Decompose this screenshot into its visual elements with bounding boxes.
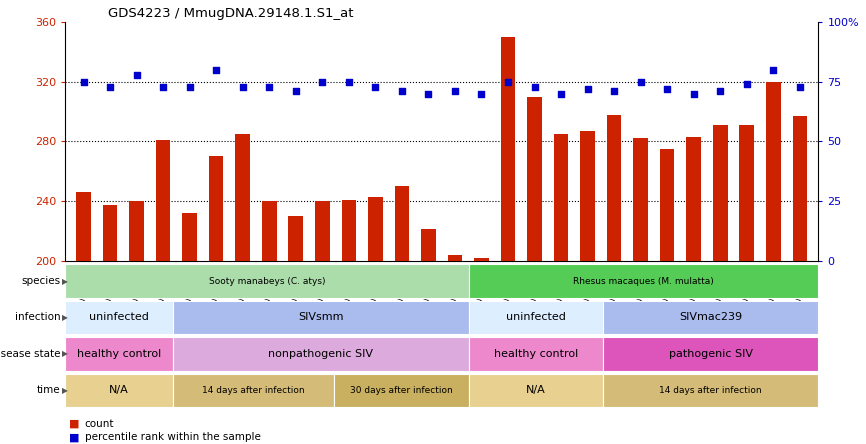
Bar (262, 201, 276, 261)
Bar (209, 156, 223, 261)
Text: healthy control: healthy control (494, 349, 578, 359)
Bar (660, 149, 675, 261)
Text: infection: infection (15, 313, 61, 322)
Point (634, 78, 648, 85)
Point (740, 81, 753, 88)
Point (687, 90, 701, 97)
Bar (469, 373, 603, 407)
Bar (603, 301, 818, 334)
Bar (315, 201, 330, 261)
Bar (633, 139, 648, 261)
Point (475, 90, 488, 97)
Text: 30 days after infection: 30 days after infection (350, 386, 453, 395)
Bar (129, 201, 144, 261)
Bar (469, 301, 603, 334)
Point (607, 88, 621, 95)
Text: nonpathogenic SIV: nonpathogenic SIV (268, 349, 373, 359)
Bar (475, 258, 488, 261)
Text: count: count (85, 419, 114, 429)
Text: N/A: N/A (109, 385, 129, 395)
Text: species: species (22, 276, 61, 286)
Text: 14 days after infection: 14 days after infection (659, 386, 762, 395)
Point (660, 85, 674, 92)
Point (210, 66, 223, 73)
Text: disease state: disease state (0, 349, 61, 359)
Point (103, 83, 117, 90)
Text: percentile rank within the sample: percentile rank within the sample (85, 432, 261, 442)
Text: Rhesus macaques (M. mulatta): Rhesus macaques (M. mulatta) (573, 277, 714, 285)
Text: time: time (37, 385, 61, 395)
Text: ■: ■ (69, 432, 80, 442)
Bar (65, 301, 172, 334)
Point (714, 88, 727, 95)
Point (448, 88, 462, 95)
Bar (334, 373, 469, 407)
Text: N/A: N/A (526, 385, 546, 395)
Bar (527, 97, 542, 261)
Bar (421, 230, 436, 261)
Point (130, 71, 144, 78)
Bar (713, 125, 727, 261)
Bar (368, 197, 383, 261)
Bar (580, 131, 595, 261)
Text: Sooty manabeys (C. atys): Sooty manabeys (C. atys) (209, 277, 325, 285)
Point (262, 83, 276, 90)
Point (793, 83, 807, 90)
Text: pathogenic SIV: pathogenic SIV (669, 349, 753, 359)
Bar (766, 82, 780, 261)
Text: SIVmac239: SIVmac239 (679, 313, 742, 322)
Bar (469, 264, 818, 298)
Bar (395, 186, 409, 261)
Bar (103, 206, 118, 261)
Bar (288, 216, 303, 261)
Bar (341, 199, 356, 261)
Text: healthy control: healthy control (76, 349, 161, 359)
Point (395, 88, 409, 95)
Bar (65, 373, 172, 407)
Text: 14 days after infection: 14 days after infection (202, 386, 305, 395)
Bar (156, 140, 171, 261)
Text: ▶: ▶ (62, 313, 68, 322)
Bar (448, 255, 462, 261)
Bar (469, 337, 603, 371)
Bar (76, 192, 91, 261)
Bar (607, 115, 622, 261)
Point (554, 90, 568, 97)
Point (422, 90, 436, 97)
Point (76, 78, 90, 85)
Bar (553, 134, 568, 261)
Text: uninfected: uninfected (506, 313, 565, 322)
Text: ■: ■ (69, 419, 80, 429)
Point (501, 78, 515, 85)
Point (368, 83, 382, 90)
Point (236, 83, 249, 90)
Bar (501, 37, 515, 261)
Bar (172, 301, 469, 334)
Bar (792, 116, 807, 261)
Text: ▶: ▶ (62, 386, 68, 395)
Bar (65, 264, 469, 298)
Point (527, 83, 541, 90)
Text: ▶: ▶ (62, 349, 68, 358)
Point (289, 88, 303, 95)
Text: SIVsmm: SIVsmm (298, 313, 343, 322)
Bar (183, 213, 197, 261)
Point (342, 78, 356, 85)
Text: uninfected: uninfected (89, 313, 149, 322)
Point (156, 83, 170, 90)
Bar (603, 337, 818, 371)
Bar (65, 337, 172, 371)
Bar (172, 373, 334, 407)
Point (315, 78, 329, 85)
Bar (603, 373, 818, 407)
Point (580, 85, 594, 92)
Text: GDS4223 / MmugDNA.29148.1.S1_at: GDS4223 / MmugDNA.29148.1.S1_at (108, 7, 353, 20)
Bar (740, 125, 754, 261)
Bar (172, 337, 469, 371)
Point (183, 83, 197, 90)
Text: ▶: ▶ (62, 277, 68, 285)
Point (766, 66, 780, 73)
Bar (236, 134, 250, 261)
Bar (687, 137, 701, 261)
